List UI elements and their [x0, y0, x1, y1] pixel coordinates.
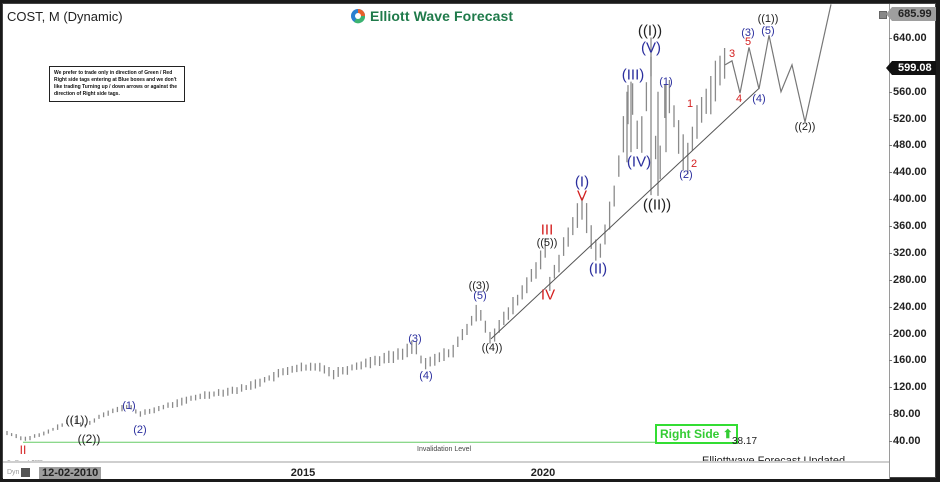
price-axis-tick: 240.00 [889, 300, 927, 313]
wave-label: III [540, 221, 554, 239]
right-side-tag: Right Side ⬆ [655, 424, 738, 444]
dyn-toggle-icon[interactable] [21, 468, 30, 477]
brand-logo: Elliott Wave Forecast [350, 8, 513, 24]
wave-label: (1) [122, 400, 136, 412]
wave-label: IV [540, 286, 556, 304]
price-axis-tick: 80.00 [889, 408, 921, 421]
price-axis-tick: 280.00 [889, 273, 927, 286]
wave-label: 3 [728, 48, 736, 60]
wave-label: (4) [752, 93, 766, 105]
high-price-tag: 685.99 [886, 7, 936, 21]
wave-label: V [576, 187, 588, 205]
price-axis-tick: 560.00 [889, 85, 927, 98]
price-axis-tick: 440.00 [889, 166, 927, 179]
trendline [490, 88, 760, 340]
wave-label: (2) [133, 424, 147, 436]
price-axis-tick: 360.00 [889, 220, 927, 233]
wave-label: ((1)) [757, 13, 779, 25]
logo-icon [351, 9, 366, 24]
price-axis-divider [889, 4, 890, 479]
wave-label: ((1)) [65, 413, 89, 427]
wave-label: ((2)) [77, 432, 101, 446]
chart-window: II ((1)) ((2)) (1) (2) (3) (4) ((3)) (5) ((4)) III… [2, 3, 936, 479]
wave-label: (IV) [626, 153, 652, 171]
wave-label: 1 [686, 98, 694, 110]
price-chart [6, 4, 832, 443]
wave-label: ((2)) [794, 121, 816, 133]
invalidation-value: 38.17 [732, 436, 758, 447]
wave-label: (III) [621, 66, 645, 84]
wave-label: (V) [641, 39, 661, 57]
price-axis-tick: 400.00 [889, 193, 927, 206]
dyn-label: Dyn [7, 469, 20, 476]
price-axis-tick: 520.00 [889, 112, 927, 125]
wave-label: ((3)) [468, 280, 490, 292]
price-axis-tick: 640.00 [889, 32, 927, 44]
wave-label: (2) [679, 169, 693, 181]
wave-label: (1) [659, 76, 673, 88]
price-axis-tick: 320.00 [889, 246, 927, 259]
last-price-tag: 599.08 [886, 61, 936, 75]
wave-label: ((5)) [536, 237, 558, 249]
wave-label: (5) [473, 290, 487, 302]
wave-label: (II) [588, 260, 608, 278]
wave-label: II [19, 443, 27, 457]
time-axis[interactable] [3, 461, 889, 479]
time-axis-start-date: 12-02-2010 [39, 467, 102, 479]
price-axis-tick: 120.00 [889, 381, 927, 394]
logo-text: Elliott Wave Forecast [370, 8, 514, 24]
projection-path [724, 4, 832, 123]
wave-label: 2 [690, 158, 698, 170]
wave-label: (5) [761, 25, 775, 37]
wave-label: ((I)) [637, 22, 663, 40]
price-axis-tick: 200.00 [889, 327, 927, 340]
price-axis-tick: 480.00 [889, 139, 927, 152]
chart-title: COST, M (Dynamic) [7, 9, 123, 24]
price-axis-tick: 160.00 [889, 354, 927, 367]
wave-label: (3) [408, 333, 422, 345]
plot-area[interactable]: II ((1)) ((2)) (1) (2) (3) (4) ((3)) (5) ((4)) III… [3, 4, 889, 479]
price-axis-tick: 40.00 [889, 435, 921, 448]
wave-label: ((4)) [481, 342, 503, 354]
wave-label: (4) [419, 370, 433, 382]
up-arrow-icon: ⬆ [722, 427, 733, 441]
invalidation-label: Invalidation Level [417, 446, 472, 453]
time-axis-tick-2020: 2020 [530, 467, 556, 479]
wave-label: (3) [741, 27, 755, 39]
trading-note-box: We prefer to trade only in direction of … [49, 66, 185, 102]
time-axis-tick-2015: 2015 [290, 467, 316, 479]
right-side-label: Right Side [660, 427, 720, 441]
wave-label: (I) [574, 173, 590, 191]
wave-label: 5 [744, 36, 752, 48]
wave-label: 4 [735, 93, 743, 105]
wave-label: ((II)) [642, 196, 672, 214]
